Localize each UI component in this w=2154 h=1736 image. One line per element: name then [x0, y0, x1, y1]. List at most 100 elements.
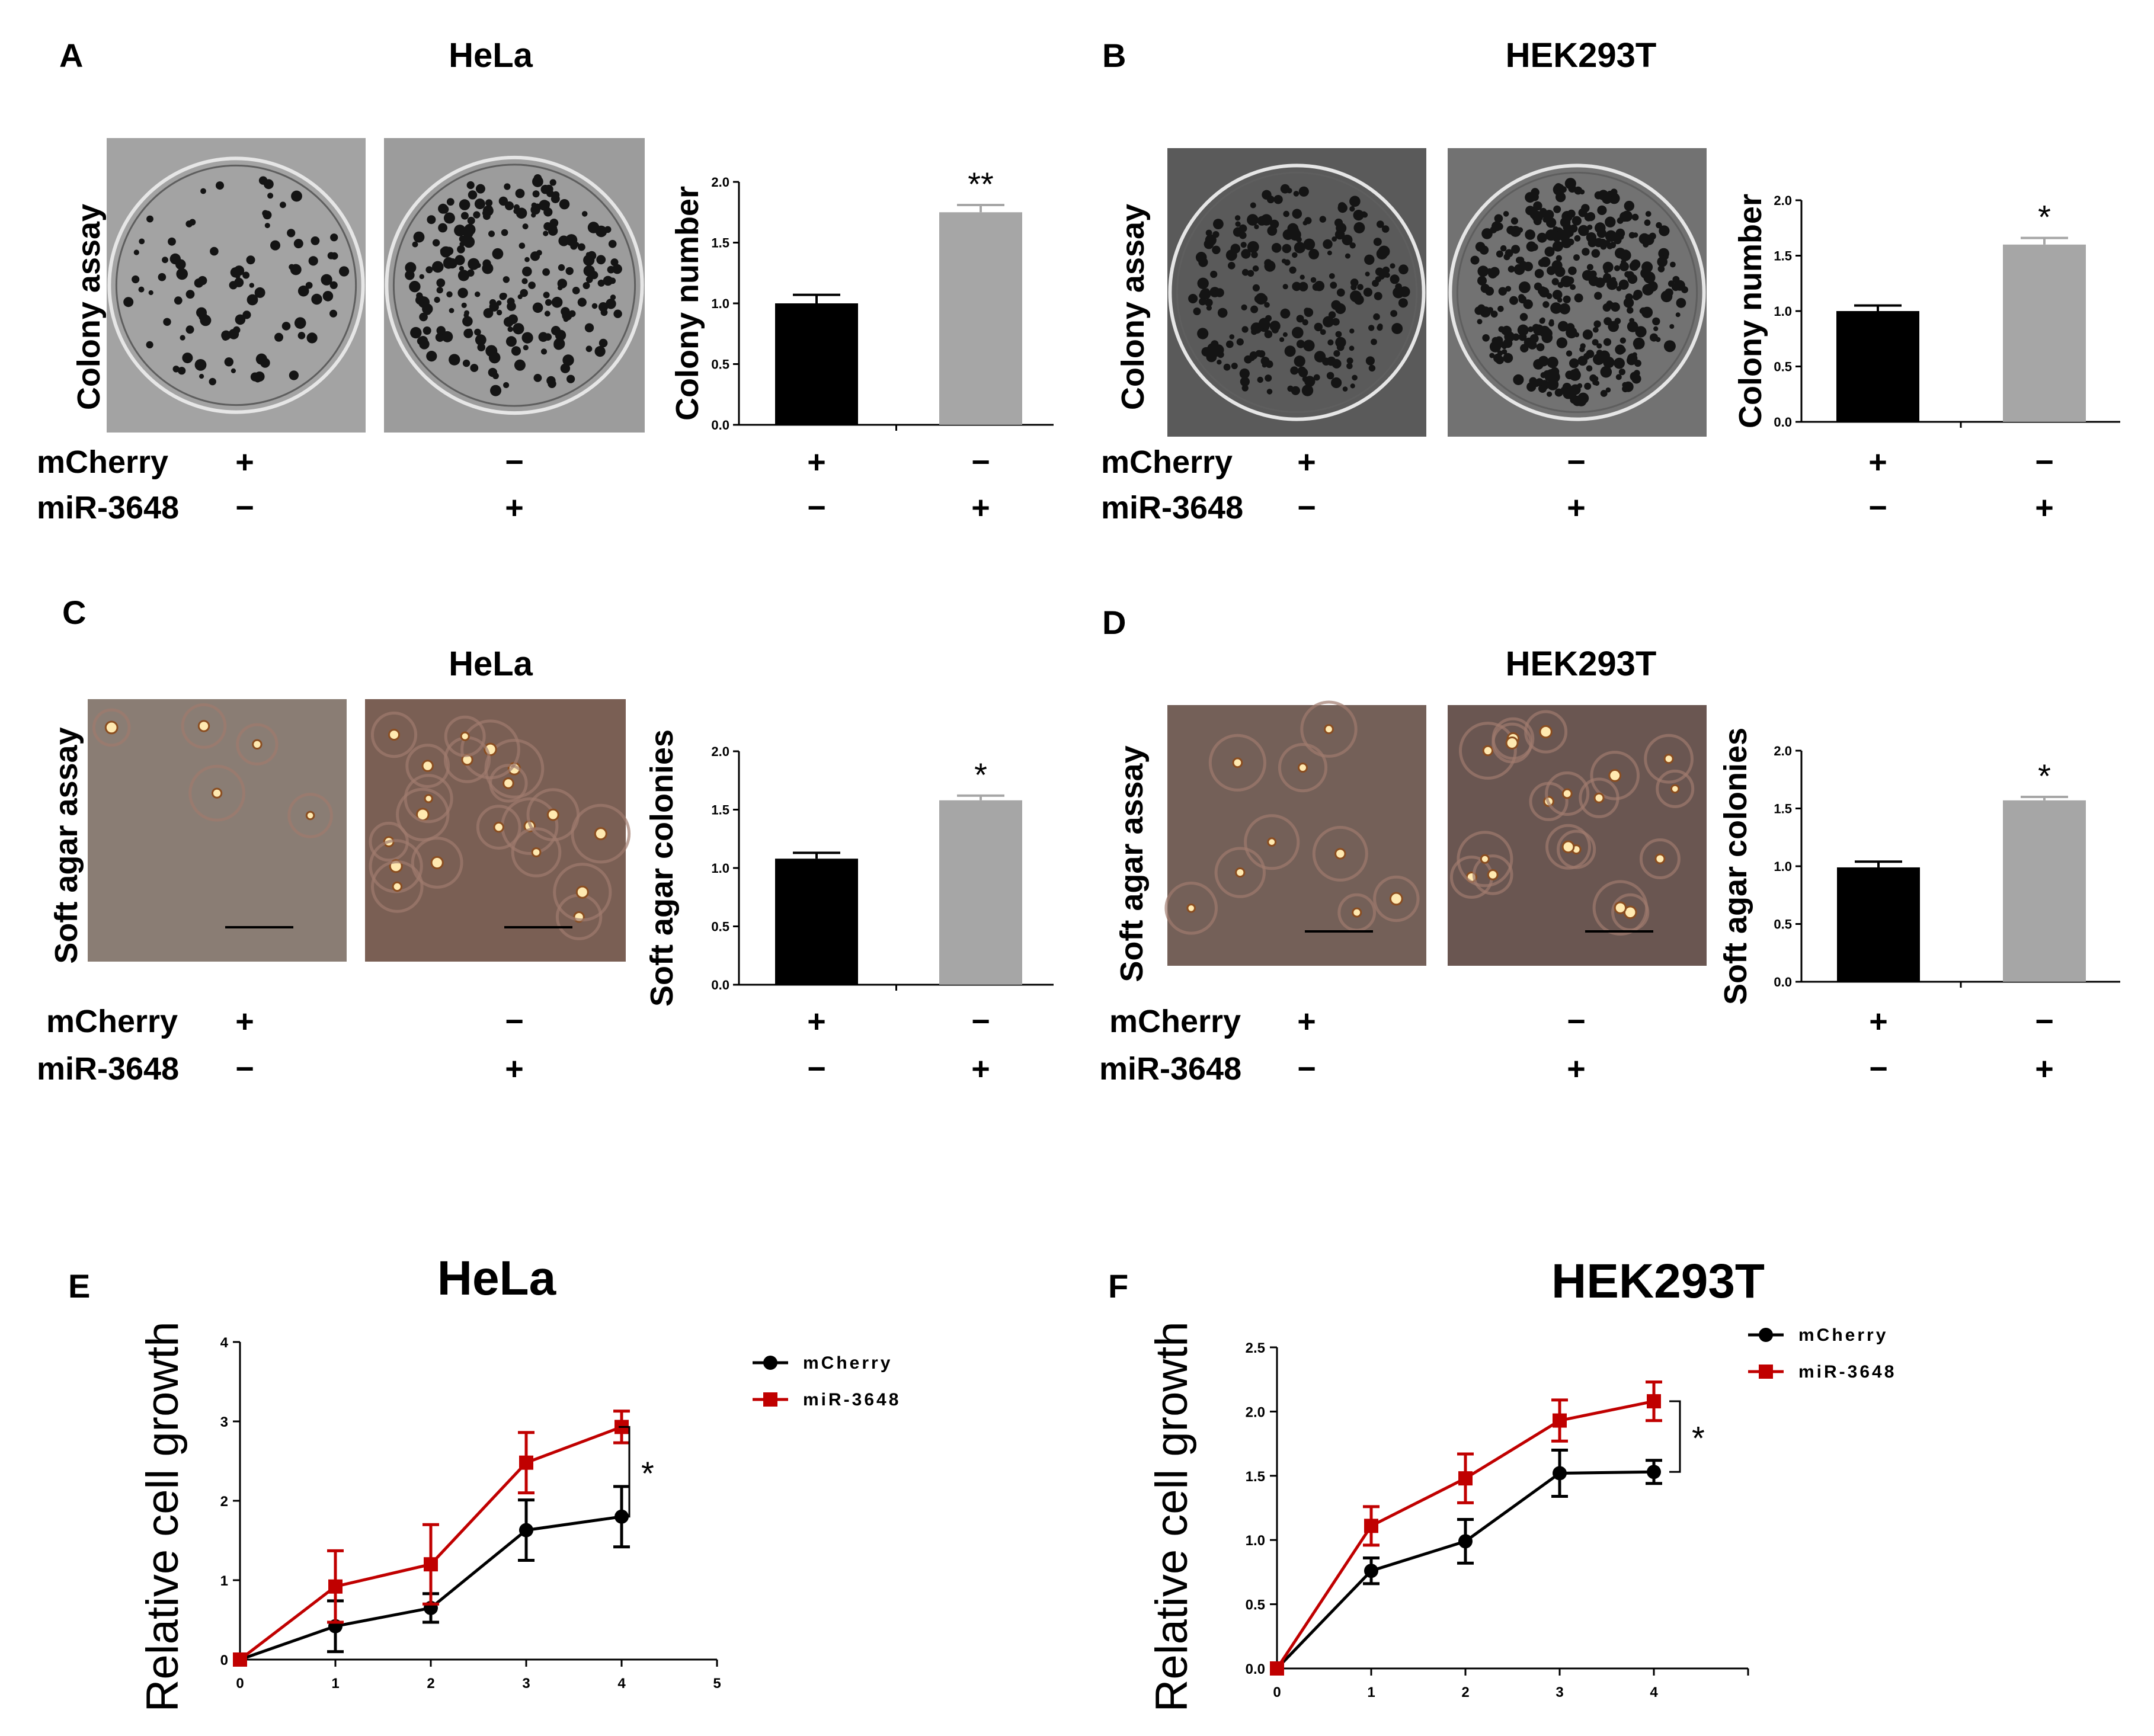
colony-dot: [495, 252, 503, 258]
colony-dot: [1652, 317, 1660, 326]
colony-dot: [1563, 295, 1571, 303]
colony-dot: [503, 276, 510, 283]
colony-dot: [565, 267, 574, 276]
colony-dot: [139, 238, 145, 245]
colony-dot: [434, 296, 440, 303]
y-tick-label: 1.0: [1246, 1533, 1265, 1549]
colony-dot: [1660, 290, 1673, 303]
colony-dot: [1257, 350, 1266, 358]
colony-dot: [1282, 284, 1288, 290]
y-tick-label: 1.0: [1774, 859, 1792, 874]
colony-dot: [174, 296, 183, 305]
colony-dot: [1301, 385, 1314, 396]
colony-dot: [487, 206, 493, 212]
colony-dot: [1398, 264, 1409, 275]
colony-dot: [474, 198, 485, 210]
colony-dot: [1368, 364, 1376, 372]
colony-dot: [1298, 186, 1309, 197]
y-axis-label: Soft agar colonies: [1718, 728, 1753, 1005]
colony-dot: [1506, 226, 1515, 235]
colony-dot: [1293, 191, 1300, 197]
colony-dot: [457, 245, 465, 254]
colony-dot: [436, 287, 443, 294]
colony-dot: [459, 235, 466, 242]
colony-dot: [474, 328, 481, 336]
colony-dot: [1627, 274, 1638, 284]
colony-dot: [1592, 249, 1598, 256]
colony-halo: [181, 703, 227, 749]
colony-dot: [1656, 222, 1662, 229]
colony-dot: [514, 359, 526, 371]
colony-dot: [229, 281, 238, 290]
panel-e-title: HeLa: [437, 1251, 557, 1305]
row-label-mir3648: miR-3648: [1101, 490, 1243, 526]
colony-dot: [1641, 261, 1653, 273]
image-background: [384, 138, 645, 433]
colony-dot: [1536, 343, 1545, 351]
colony-dot: [1205, 299, 1213, 307]
colony-dot: [1294, 242, 1305, 254]
colony-dot: [426, 351, 437, 362]
colony-halo: [476, 805, 521, 850]
colony-dot: [1284, 259, 1291, 266]
colony-dot: [138, 286, 145, 293]
colony-dot: [1638, 328, 1647, 337]
colony-dot: [1345, 253, 1350, 259]
colony-halo: [405, 744, 450, 788]
colony-dot: [438, 223, 447, 233]
colony-dot: [1528, 326, 1534, 332]
colony-spot: [1480, 854, 1490, 864]
colony-dot: [189, 219, 196, 226]
colony-dot: [1542, 301, 1550, 308]
colony-dot: [582, 282, 590, 289]
colony-dot: [418, 336, 428, 346]
colony-dot: [591, 303, 598, 309]
colony-dot: [1580, 343, 1586, 349]
colony-dot: [1578, 225, 1589, 236]
colony-dot: [1556, 337, 1567, 348]
sign: −: [1567, 444, 1586, 480]
colony-dot: [524, 257, 530, 262]
colony-dot: [1597, 205, 1607, 215]
y-tick-label: 0.5: [1774, 917, 1792, 932]
colony-dot: [1596, 350, 1603, 357]
colony-dot: [293, 239, 303, 249]
colony-dot: [1605, 216, 1616, 228]
colony-dot: [444, 246, 454, 255]
panel-e-letter: E: [68, 1267, 90, 1305]
colony-dot: [610, 258, 619, 267]
colony-spot: [1654, 853, 1666, 864]
colony-dot: [492, 373, 499, 379]
legend-label: miR-3648: [1798, 1362, 1896, 1382]
colony-halo: [1579, 777, 1619, 818]
row-label-mcherry: mCherry: [37, 444, 168, 480]
colony-dot: [425, 266, 433, 274]
colony-dot: [597, 279, 605, 287]
colony-dot: [612, 264, 622, 274]
colony-dot: [1302, 220, 1308, 226]
colony-dot: [1529, 209, 1540, 219]
colony-dot: [1545, 229, 1557, 241]
colony-dot: [1606, 278, 1618, 290]
colony-dot: [1548, 371, 1560, 383]
colony-dot: [1310, 277, 1317, 283]
colony-dot: [1498, 287, 1507, 296]
colony-dot: [1534, 268, 1544, 278]
colony-dot: [1548, 321, 1554, 327]
significance-marker: **: [968, 165, 994, 203]
colony-dot: [329, 309, 337, 318]
colony-dot: [1669, 324, 1675, 329]
colony-dot: [530, 204, 540, 215]
colony-dot: [405, 262, 417, 274]
colony-dot: [1332, 236, 1337, 242]
colony-dot: [1195, 252, 1207, 263]
y-tick-label: 4: [220, 1335, 229, 1351]
colony-dot: [464, 223, 476, 236]
significance-marker: *: [974, 756, 987, 793]
bar-condition-sign: +: [971, 490, 990, 526]
colony-dot: [1510, 217, 1518, 225]
colony-dot: [1303, 339, 1315, 352]
colony-dot: [1241, 268, 1249, 276]
colony-dot: [1210, 270, 1218, 278]
colony-dot: [515, 188, 525, 198]
